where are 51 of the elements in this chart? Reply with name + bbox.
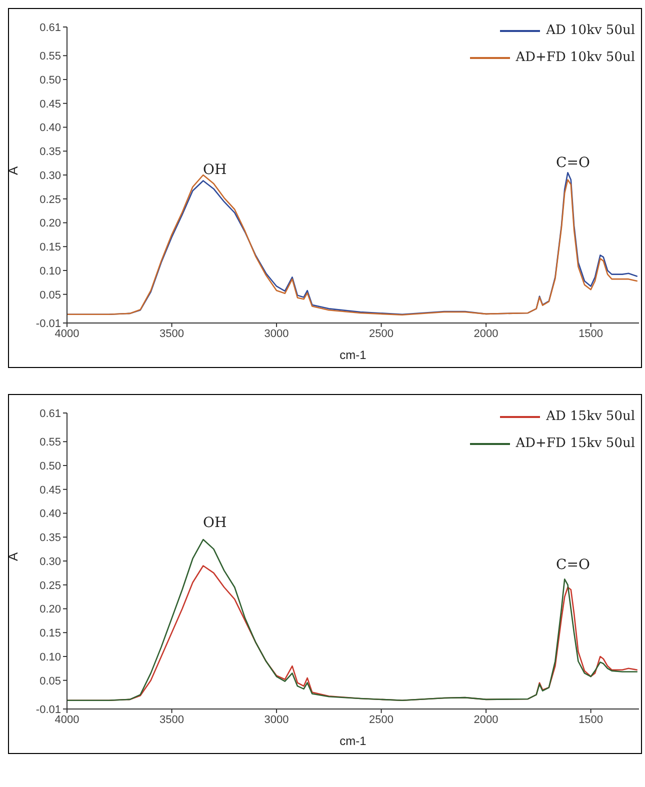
x-tick-label: 2000: [474, 714, 498, 726]
annotation: OH: [203, 162, 227, 178]
y-tick-label: 0.20: [40, 218, 61, 230]
y-tick-label: 0.50: [40, 460, 61, 472]
legend-label: AD+FD 15kv 50ul: [516, 436, 635, 451]
y-tick-label: 0.10: [40, 265, 61, 278]
y-tick-label: 0.25: [40, 194, 61, 206]
x-tick-label: 3000: [264, 714, 289, 726]
y-tick-label: 0.20: [40, 604, 61, 616]
y-tick-label: 0.40: [40, 122, 61, 134]
x-tick-label: 1500: [578, 328, 604, 340]
y-tick-label: 0.55: [40, 436, 61, 449]
x-tick-label: 3000: [264, 328, 289, 340]
x-tick-label: 4000: [54, 328, 80, 340]
y-tick-label: 0.05: [40, 675, 61, 688]
line-series: [67, 538, 638, 702]
x-tick-label: 3500: [160, 328, 184, 340]
legend-label: AD 10kv 50ul: [546, 23, 635, 38]
annotation: C=O: [556, 155, 590, 171]
y-tick-label: 0.10: [40, 651, 61, 664]
y-tick-label: 0.61: [40, 408, 61, 420]
y-tick-label: 0.40: [40, 508, 61, 520]
x-tick-label: 2000: [474, 328, 498, 340]
y-tick-label: 0.45: [40, 484, 61, 496]
y-tick-label: 0.25: [40, 580, 61, 592]
y-tick-label: 0.50: [40, 74, 61, 86]
x-tick-label: 4000: [54, 714, 80, 726]
legend-label: AD+FD 10kv 50ul: [516, 50, 635, 65]
y-tick-label: -0.01: [36, 704, 61, 716]
x-tick-label: 3500: [160, 714, 184, 726]
x-tick-label: 2500: [369, 714, 394, 726]
x-tick-label: 1500: [578, 714, 604, 726]
y-tick-label: -0.01: [36, 318, 61, 330]
y-axis-title: A: [6, 166, 21, 175]
y-tick-label: 0.15: [40, 242, 61, 254]
y-tick-label: 0.35: [40, 146, 61, 158]
y-tick-label: 0.61: [40, 22, 61, 34]
annotation: C=O: [556, 557, 590, 573]
y-axis-title: A: [6, 552, 21, 561]
y-tick-label: 0.45: [40, 98, 61, 110]
annotation: OH: [203, 515, 227, 531]
legend-label: AD 15kv 50ul: [546, 409, 635, 424]
y-tick-label: 0.30: [40, 556, 61, 568]
y-tick-label: 0.30: [40, 170, 61, 182]
y-tick-label: 0.15: [40, 628, 61, 640]
y-tick-label: 0.55: [40, 50, 61, 63]
x-axis-title: cm-1: [340, 348, 367, 362]
x-tick-label: 2500: [369, 328, 394, 340]
y-tick-label: 0.05: [40, 289, 61, 302]
y-tick-label: 0.35: [40, 532, 61, 544]
x-axis-title: cm-1: [340, 734, 367, 748]
